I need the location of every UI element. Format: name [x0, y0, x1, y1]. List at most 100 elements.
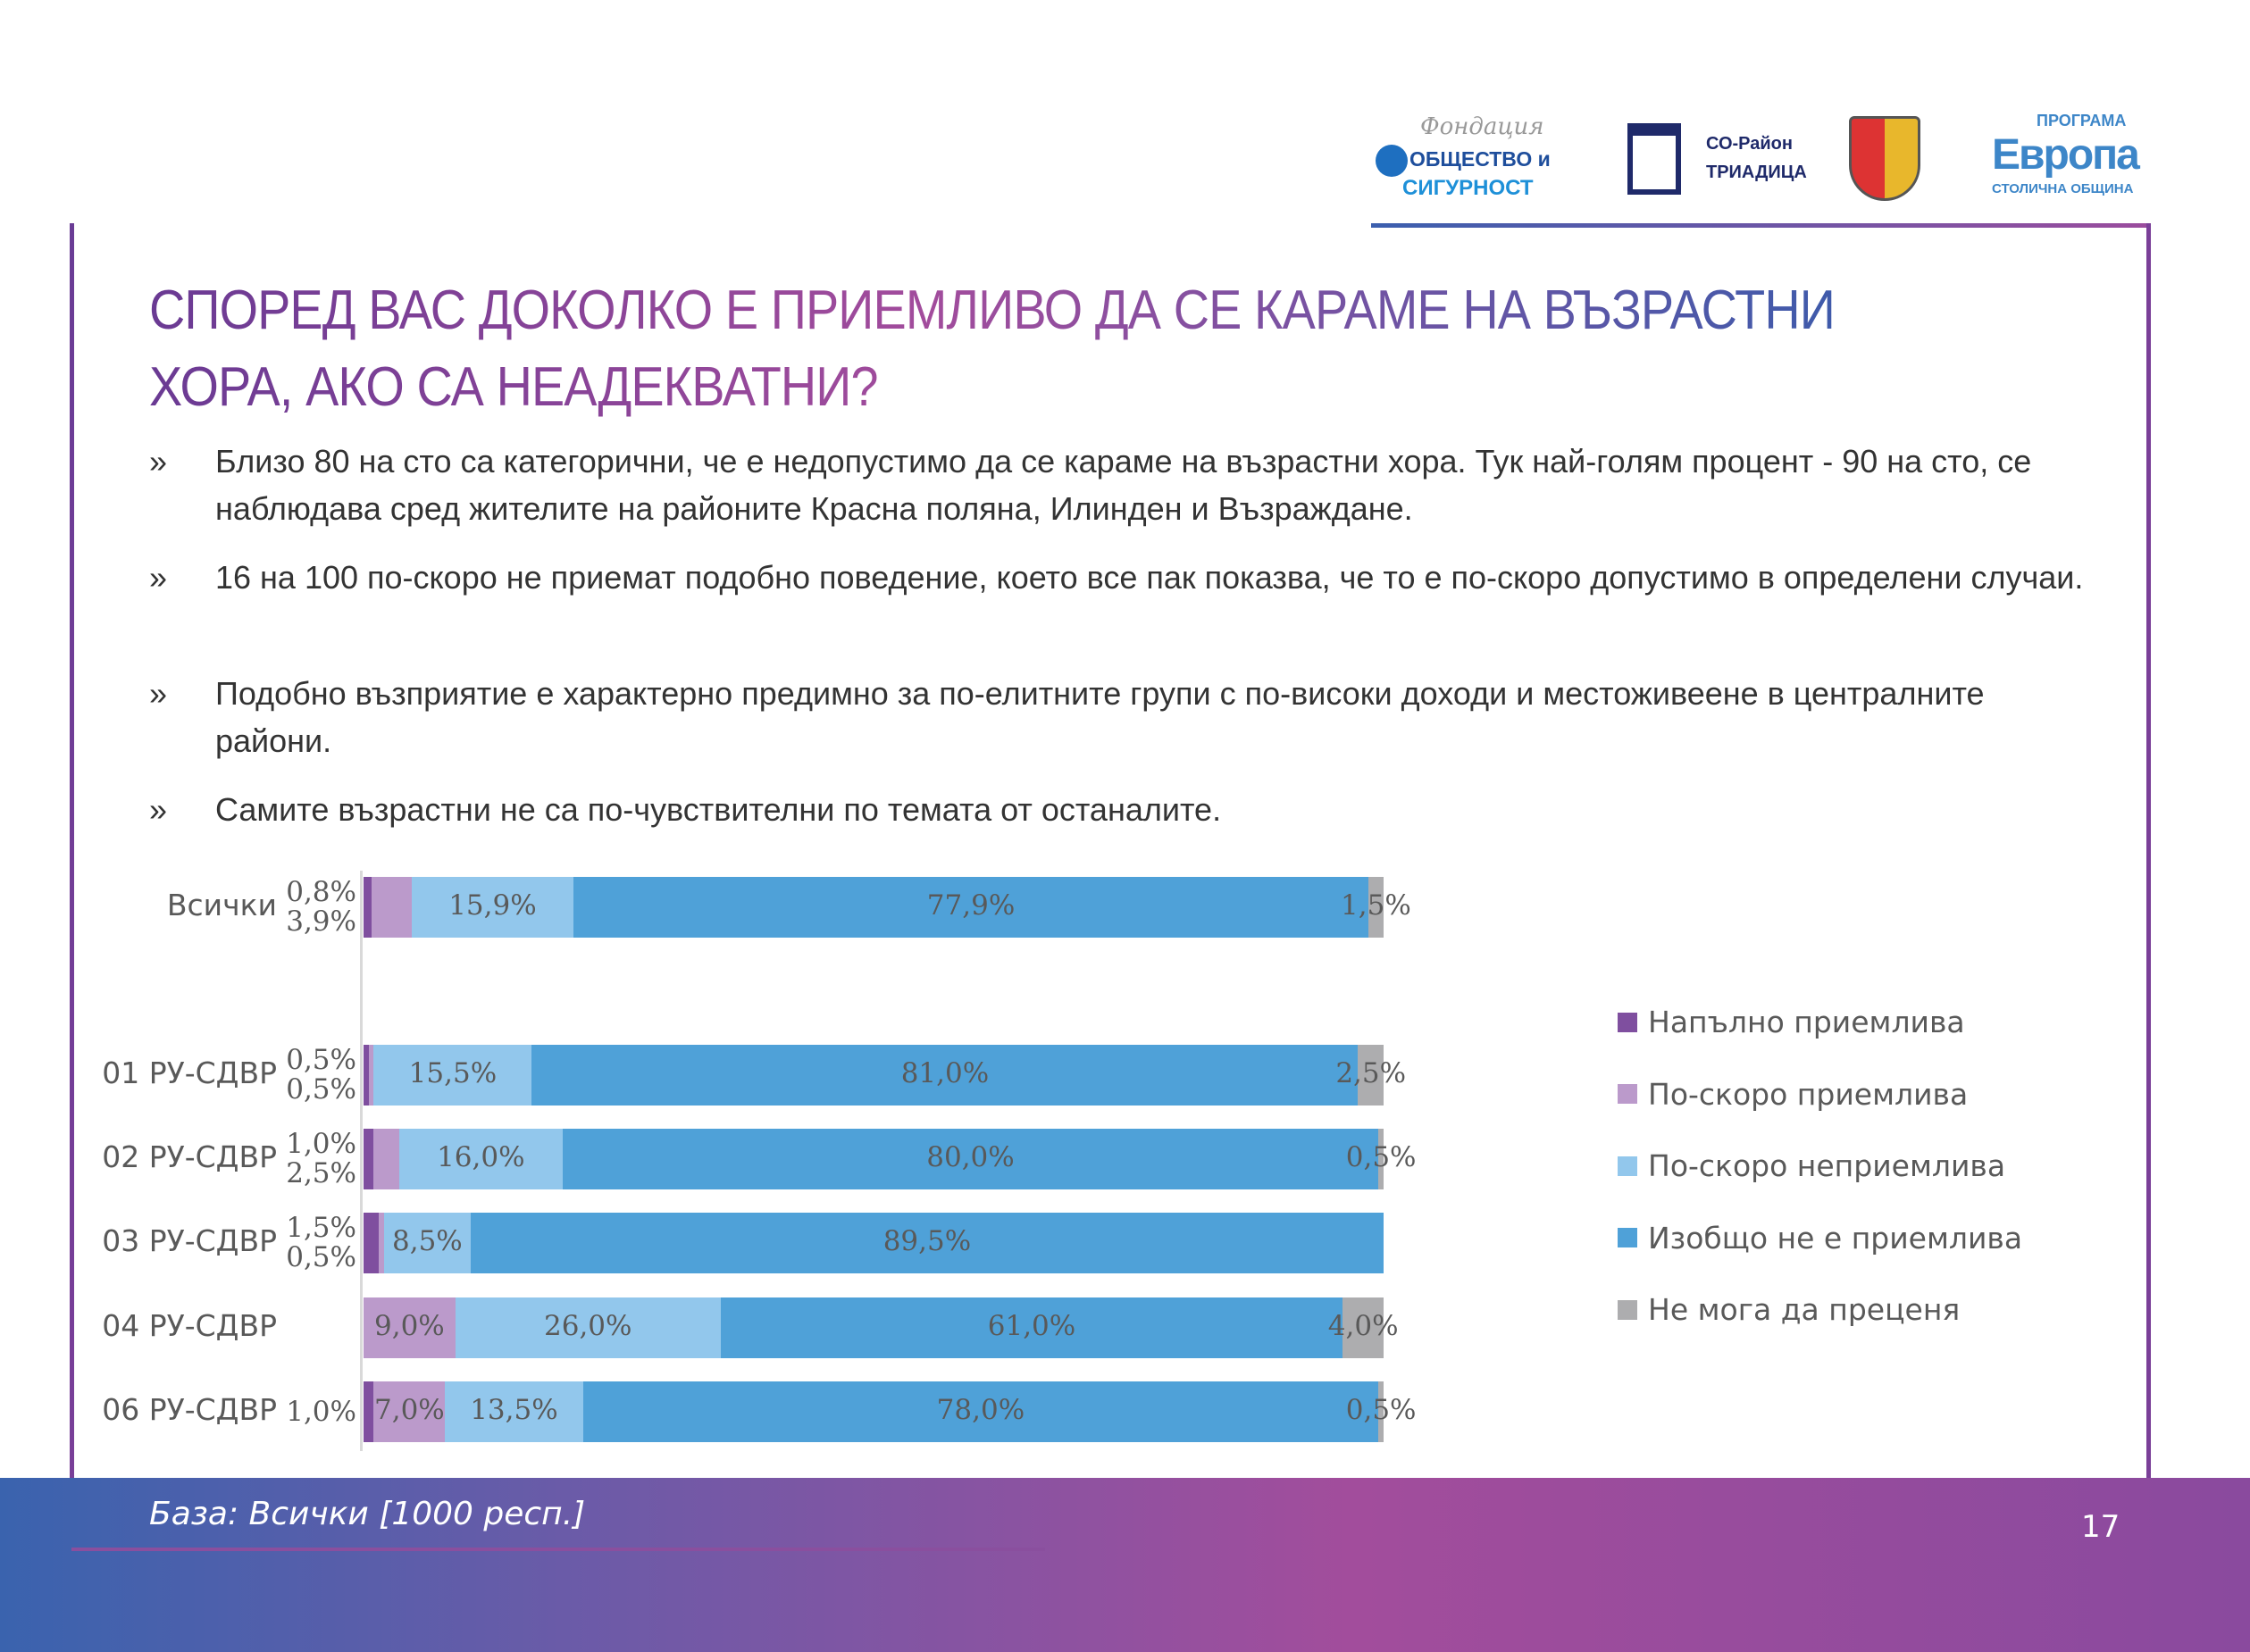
bar-segment — [373, 1381, 446, 1442]
data-label: 81,0% — [900, 1057, 990, 1089]
data-label: 15,9% — [448, 889, 537, 922]
data-label: 1,5% — [286, 1212, 356, 1244]
data-label: 1,0% — [286, 1128, 356, 1160]
bullet-marker: » — [149, 791, 168, 828]
data-label: 16,0% — [437, 1141, 525, 1173]
data-label: 8,5% — [391, 1225, 463, 1257]
footer-band — [0, 1478, 2250, 1652]
data-label: 78,0% — [936, 1394, 1025, 1426]
legend-swatch — [1618, 1299, 1637, 1320]
logo-text: СИГУРНОСТ — [1402, 176, 1534, 200]
bar-segment — [470, 1213, 1384, 1273]
small-data-labels: 0,8% 3,9% — [276, 878, 356, 937]
bar-segment — [364, 877, 372, 938]
bar-segment — [573, 877, 1368, 938]
frame-left-line — [70, 223, 74, 1551]
bar-segment — [364, 1213, 380, 1273]
category-label: 02 РУ-СДВР — [102, 1139, 277, 1174]
legend-item: По-скоро приемлива — [1618, 1077, 1968, 1112]
legend-swatch — [1618, 1012, 1637, 1032]
bar-segment — [364, 1381, 374, 1442]
bullet-text: Самите възрастни не са по-чувствителни п… — [215, 791, 1222, 828]
bullet-text: Близо 80 на сто са категорични, че е нед… — [215, 443, 2032, 527]
logo-text: ПРОГРАМА — [2037, 112, 2127, 129]
stacked-bar-chart: Всички 15,9% 77,9% 1,5% 0,8% 3,9% 01 РУ-СДВР 15… — [102, 877, 2022, 1442]
bar-segment — [364, 1297, 456, 1358]
data-label: 1,0% — [286, 1395, 356, 1428]
data-label: 0,8% — [286, 876, 356, 908]
bullet-text: Подобно възприятие е характерно предимно… — [215, 675, 1985, 759]
legend-swatch — [1618, 1156, 1637, 1176]
page-title: СПОРЕД ВАС ДОКОЛКО Е ПРИЕМЛИВО ДА СЕ КАР… — [149, 272, 1878, 426]
bar-segment — [364, 1129, 374, 1189]
bullet-marker: » — [149, 559, 168, 596]
category-label: 03 РУ-СДВР — [102, 1223, 277, 1258]
data-label: 9,0% — [373, 1310, 445, 1342]
bar-segment — [368, 1045, 374, 1106]
bar-segment — [373, 1045, 532, 1106]
small-data-labels: 0,5% 0,5% — [276, 1046, 356, 1105]
data-label: 0,5% — [286, 1044, 356, 1076]
logo-text: СТОЛИЧНА ОБЩИНА — [1992, 181, 2134, 196]
bullet-marker: » — [149, 675, 168, 712]
chart-axis-line — [360, 871, 363, 1451]
data-label: 77,9% — [926, 889, 1016, 922]
bar-segment — [364, 1045, 369, 1106]
bar-segment — [373, 1129, 399, 1189]
bar-segment — [398, 1129, 563, 1189]
legend-label: По-скоро неприемлива — [1648, 1148, 2006, 1183]
data-label: 0,5% — [286, 1241, 356, 1273]
bullet-marker: » — [149, 443, 168, 480]
bar-segment — [372, 877, 412, 938]
bar-segment — [720, 1297, 1343, 1358]
bar-segment — [582, 1381, 1379, 1442]
data-label: 0,5% — [1345, 1141, 1417, 1173]
data-label: 1,5% — [1341, 889, 1411, 922]
bar-segment — [455, 1297, 721, 1358]
logo-triaditsa: СО-Район ТРИАДИЦА — [1617, 116, 1813, 201]
data-label: 2,5% — [1335, 1057, 1407, 1089]
data-label: 13,5% — [470, 1394, 558, 1426]
small-data-labels: 1,0% — [276, 1395, 356, 1428]
legend-label: Не мога да преценя — [1648, 1292, 1961, 1327]
bar-segment — [1342, 1297, 1384, 1358]
frame-right-line — [2146, 223, 2151, 1551]
bar-segment — [1358, 1045, 1384, 1106]
legend-swatch — [1618, 1228, 1637, 1247]
data-label: 2,5% — [286, 1157, 356, 1189]
legend-label: По-скоро приемлива — [1648, 1076, 1969, 1112]
bullet-text: 16 на 100 по-скоро не приемат подобно по… — [215, 559, 2084, 596]
bar-segment — [531, 1045, 1359, 1106]
small-data-labels: 1,5% 0,5% — [276, 1214, 356, 1272]
legend-swatch — [1618, 1084, 1637, 1104]
data-label: 3,9% — [286, 905, 356, 938]
logo-text: ОБЩЕСТВО и — [1409, 147, 1551, 171]
bar-segment — [379, 1213, 384, 1273]
legend-item: Не мога да преценя — [1618, 1292, 1960, 1327]
data-label: 80,0% — [926, 1141, 1015, 1173]
page-number: 17 — [2081, 1509, 2120, 1545]
data-label: 0,5% — [1345, 1394, 1417, 1426]
logo-text: Европа — [1992, 131, 2140, 179]
logo-programa-evropa: ПРОГРАМА Европа СТОЛИЧНА ОБЩИНА — [1965, 112, 2144, 211]
bar-segment — [1378, 1129, 1384, 1189]
bar-segment — [445, 1381, 583, 1442]
legend-label: Изобщо не е приемлива — [1648, 1220, 2023, 1256]
data-label: 26,0% — [543, 1310, 632, 1342]
logo-text: ТРИАДИЦА — [1706, 163, 1807, 182]
logo-text: СО-Район — [1706, 134, 1793, 154]
logo-fondacia: Фондация ОБЩЕСТВО и СИГУРНОСТ — [1376, 114, 1572, 207]
bar-segment — [562, 1129, 1379, 1189]
logo-text: Фондация — [1420, 113, 1544, 140]
small-data-labels: 1,0% 2,5% — [276, 1130, 356, 1189]
category-label: 04 РУ-СДВР — [102, 1308, 277, 1343]
data-label: 0,5% — [286, 1073, 356, 1106]
legend-item: Изобщо не е приемлива — [1618, 1221, 2022, 1256]
legend-label: Напълно приемлива — [1648, 1005, 1965, 1039]
footer-line — [71, 1548, 1045, 1551]
base-note: База: Всички [1000 респ.] — [149, 1496, 586, 1532]
data-label: 89,5% — [882, 1225, 972, 1257]
category-label: Всички — [166, 888, 277, 922]
frame-top-line — [1371, 223, 2151, 228]
data-label: 4,0% — [1327, 1310, 1399, 1342]
